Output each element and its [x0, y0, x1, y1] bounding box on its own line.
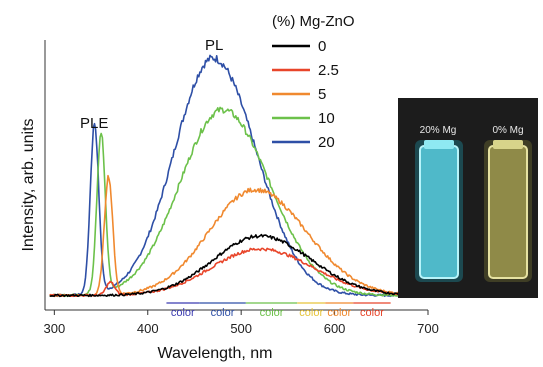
x-tick-label-1: 400 — [137, 321, 159, 336]
ple-annotation: PLE — [80, 115, 108, 132]
axes: 300 400 500 600 700 — [43, 40, 439, 336]
color-band-label-4: color — [327, 307, 351, 319]
x-tick-label-0: 300 — [43, 321, 65, 336]
legend-label-1: 2.5 — [318, 62, 339, 79]
color-band-label-5: color — [360, 307, 384, 319]
vial-0 — [484, 140, 532, 282]
legend-title: (%) Mg-ZnO — [272, 13, 355, 30]
legend-label-4: 20 — [318, 134, 335, 151]
x-axis-title: Wavelength, nm — [157, 345, 272, 362]
x-tick-label-4: 700 — [417, 321, 439, 336]
color-band-label-1: color — [211, 307, 235, 319]
series-line-0 — [49, 233, 419, 298]
vial-20-cap — [424, 140, 454, 149]
y-axis-title: Intensity, arb. units — [20, 118, 37, 251]
legend-entries: 0 2.5 5 10 20 — [272, 38, 339, 151]
color-band-label-2: color — [260, 307, 284, 319]
legend: (%) Mg-ZnO 0 2.5 5 10 20 — [272, 13, 355, 151]
color-bands: color color color color color color — [166, 302, 391, 319]
x-ticks: 300 400 500 600 700 — [43, 310, 439, 336]
legend-label-0: 0 — [318, 38, 326, 55]
series-line-20 — [49, 54, 420, 298]
x-tick-label-2: 500 — [230, 321, 252, 336]
vial-0-body — [488, 145, 528, 279]
curves — [49, 54, 420, 298]
pl-annotation: PL — [205, 37, 223, 54]
legend-label-2: 5 — [318, 86, 326, 103]
vial-20-body — [419, 145, 459, 279]
color-band-label-0: color — [171, 307, 195, 319]
x-tick-label-3: 600 — [324, 321, 346, 336]
vial-0-cap — [493, 140, 523, 149]
series-line-5 — [49, 174, 420, 298]
photo-inset: 20% Mg 0% Mg — [398, 98, 538, 298]
series-line-10 — [49, 106, 419, 298]
series-line-2-5 — [49, 247, 419, 298]
photo-label-0: 0% Mg — [492, 125, 523, 136]
vial-20 — [415, 140, 463, 282]
legend-label-3: 10 — [318, 110, 335, 127]
color-band-label-3: color — [299, 307, 323, 319]
photo-label-20: 20% Mg — [420, 125, 457, 136]
